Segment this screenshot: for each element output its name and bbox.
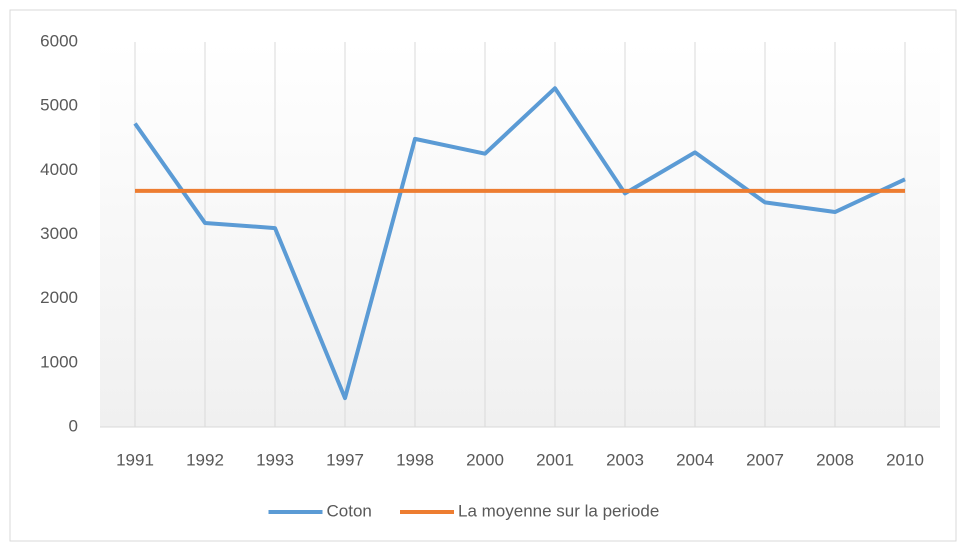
- legend-label: Coton: [327, 501, 372, 520]
- legend-label: La moyenne sur la periode: [458, 501, 659, 520]
- x-tick-label: 2008: [816, 450, 854, 469]
- x-tick-label: 2004: [676, 450, 714, 469]
- y-tick-label: 6000: [40, 31, 78, 50]
- line-series: [133, 86, 906, 401]
- x-tick-label: 1997: [326, 450, 364, 469]
- x-tick-label: 2007: [746, 450, 784, 469]
- x-tick-label: 2000: [466, 450, 504, 469]
- x-tick-label: 2003: [606, 450, 644, 469]
- plot-area: [100, 42, 940, 427]
- x-tick-label: 1991: [116, 450, 154, 469]
- y-tick-label: 1000: [40, 352, 78, 371]
- x-tick-label: 1992: [186, 450, 224, 469]
- y-tick-label: 5000: [40, 96, 78, 115]
- x-tick-label: 2001: [536, 450, 574, 469]
- x-tick-label: 1993: [256, 450, 294, 469]
- y-tick-label: 3000: [40, 224, 78, 243]
- x-tick-label: 1998: [396, 450, 434, 469]
- y-tick-label: 0: [69, 416, 78, 435]
- x-tick-label: 2010: [886, 450, 924, 469]
- y-tick-label: 4000: [40, 160, 78, 179]
- y-tick-label: 2000: [40, 288, 78, 307]
